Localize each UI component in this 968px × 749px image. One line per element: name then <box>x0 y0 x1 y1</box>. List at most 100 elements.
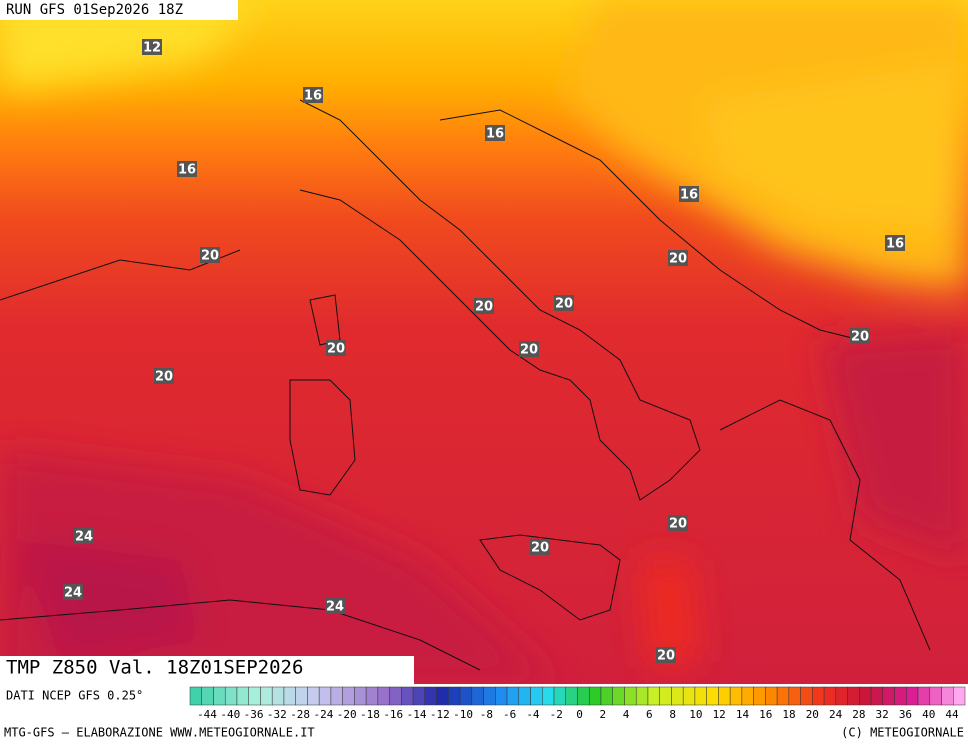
contour-label-box <box>519 341 539 357</box>
colorbar-swatch <box>565 686 578 706</box>
colorbar-swatch <box>694 686 707 706</box>
colorbar-swatch <box>201 686 214 706</box>
contour-label: 20 <box>327 342 345 357</box>
colorbar-swatch <box>542 686 555 706</box>
colorbar-swatch <box>917 686 931 706</box>
contour-label: 20 <box>201 249 219 264</box>
colorbar-swatch <box>741 686 754 706</box>
contour-label: 24 <box>326 600 344 615</box>
credit-label: MTG-GFS — ELABORAZIONE WWW.METEOGIORNALE… <box>4 726 315 740</box>
contour-label: 20 <box>669 517 687 532</box>
colorbar-label: 40 <box>922 708 935 721</box>
contour-label: 16 <box>178 163 196 178</box>
colorbar-swatch <box>260 686 273 706</box>
colorbar-swatch <box>412 686 426 706</box>
colorbar-label: -14 <box>407 708 427 721</box>
colorbar-swatch <box>483 686 496 706</box>
contour-label-box <box>668 515 688 531</box>
copyright-label: (C) METEOGIORNALE <box>841 726 964 740</box>
run-label: RUN GFS 01Sep2026 18Z <box>6 2 183 18</box>
colorbar-label: -2 <box>550 708 563 721</box>
colorbar-swatch <box>659 686 672 706</box>
colorbar-label: 44 <box>945 708 959 721</box>
colorbar-label: 4 <box>623 708 630 721</box>
colorbar-swatch <box>600 686 613 706</box>
colorbar-swatch <box>236 686 249 706</box>
colorbar-swatch <box>859 686 872 706</box>
colorbar-swatch <box>436 686 449 706</box>
contour-label-box <box>200 247 220 263</box>
contour-label: 24 <box>64 586 82 601</box>
contour-label-box <box>885 235 905 251</box>
colorbar-swatch <box>776 686 790 706</box>
header-box <box>0 0 238 20</box>
source-label: DATI NCEP GFS 0.25° <box>6 689 143 703</box>
contour-label: 16 <box>304 89 322 104</box>
colorbar-swatch <box>307 686 320 706</box>
colorbar-swatch <box>847 686 860 706</box>
colorbar-label: -20 <box>337 708 357 721</box>
contour-label: 24 <box>75 530 93 545</box>
colorbar-swatch <box>389 686 402 706</box>
colorbar-swatch <box>941 686 954 706</box>
colorbar-swatch <box>765 686 778 706</box>
contour-label-box <box>554 295 574 311</box>
colorbar-swatch <box>401 686 414 706</box>
colorbar-label: 28 <box>852 708 865 721</box>
contour-label-box <box>474 298 494 314</box>
colorbar-swatch <box>682 686 696 706</box>
colorbar-label: -24 <box>313 708 333 721</box>
colorbar-label: -18 <box>360 708 380 721</box>
contour-label: 16 <box>886 237 904 252</box>
contour-label: 12 <box>143 41 161 56</box>
colorbar-label: 2 <box>599 708 606 721</box>
colorbar-swatch <box>189 686 202 706</box>
contour-label-box <box>668 250 688 266</box>
colorbar-label: 12 <box>713 708 726 721</box>
colorbar-label: 8 <box>669 708 676 721</box>
contour-label-box <box>74 528 94 544</box>
colorbar-swatch <box>718 686 731 706</box>
colorbar-swatch <box>823 686 837 706</box>
colorbar-swatch <box>953 686 966 706</box>
field-box <box>0 656 414 684</box>
contour-label-box <box>530 539 550 555</box>
colorbar-swatch <box>365 686 379 706</box>
colorbar-swatch <box>753 686 766 706</box>
contour-label: 20 <box>669 252 687 267</box>
contour-label: 20 <box>475 300 493 315</box>
colorbar-label: -6 <box>503 708 516 721</box>
colorbar-swatch <box>424 686 437 706</box>
colorbar-label: -12 <box>430 708 450 721</box>
contour-label-box <box>325 598 345 614</box>
colorbar-swatch <box>612 686 625 706</box>
colorbar-label: 36 <box>899 708 912 721</box>
contour-label: 20 <box>657 649 675 664</box>
colorbar-label: -16 <box>383 708 403 721</box>
contour-label: 20 <box>520 343 538 358</box>
colorbar-label: -10 <box>453 708 473 721</box>
colorbar-swatch <box>354 686 367 706</box>
colorbar-swatch <box>213 686 226 706</box>
colorbar-swatch <box>506 686 520 706</box>
field-label: TMP Z850 Val. 18Z01SEP2026 <box>6 657 303 679</box>
contour-label: 20 <box>555 297 573 312</box>
colorbar-label: -36 <box>244 708 264 721</box>
contour-label-box <box>850 328 870 344</box>
colorbar-swatch <box>283 686 296 706</box>
colorbar-swatch <box>635 686 649 706</box>
contour-label-box <box>177 161 197 177</box>
colorbar-label: 16 <box>759 708 772 721</box>
colorbar-swatch <box>448 686 461 706</box>
contour-label: 20 <box>155 370 173 385</box>
colorbar-swatch <box>835 686 848 706</box>
colorbar-swatch <box>788 686 801 706</box>
colorbar-swatch <box>929 686 942 706</box>
colorbar-swatch <box>459 686 473 706</box>
colorbar-label: 0 <box>576 708 583 721</box>
colorbar-label: 32 <box>876 708 889 721</box>
contour-label-box <box>679 186 699 202</box>
colorbar-swatch <box>518 686 531 706</box>
